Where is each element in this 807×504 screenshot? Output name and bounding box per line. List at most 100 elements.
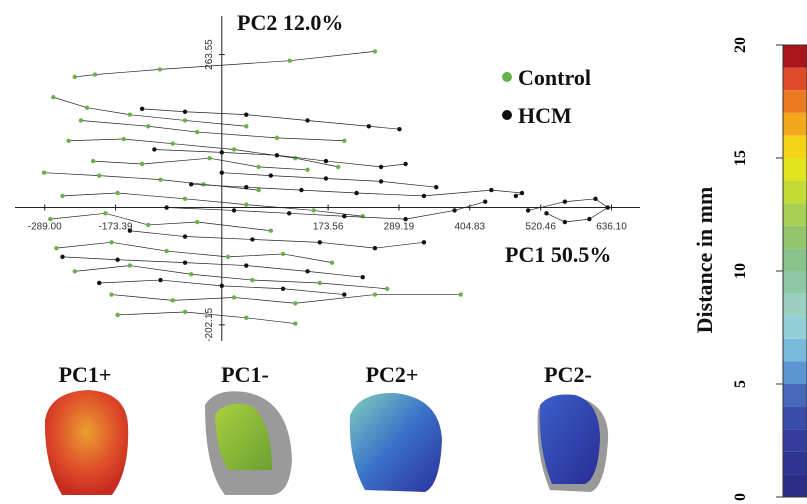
point [367,124,371,128]
colorbar-tick-label: 5 [732,380,749,388]
point [305,168,309,172]
point [183,197,187,201]
point [195,130,199,134]
trajectory [63,193,363,216]
y-axis-title: PC2 12.0% [237,10,343,35]
point [434,185,438,189]
colorbar-label: Distance in mm [692,187,717,334]
colorbar-band [783,248,807,271]
x-tick-label: 404.83 [455,222,486,233]
point [299,188,303,192]
trajectory [56,242,332,262]
point [563,220,567,224]
point [354,191,358,195]
colorbar-band [783,203,807,226]
point [226,255,230,259]
point [109,292,113,296]
colorbar-band [783,135,807,158]
point [244,202,248,206]
trajectory [222,173,436,188]
point [109,240,113,244]
point [158,177,162,181]
colorbar-band [783,384,807,407]
point [288,58,292,62]
point [115,313,119,317]
colorbar-band [783,271,807,294]
point [324,159,328,163]
point [373,49,377,53]
point [171,141,175,145]
point [152,147,156,151]
trajectory [142,109,399,129]
colorbar-band [783,226,807,249]
point [311,208,315,212]
point [250,278,254,282]
point [128,229,132,233]
colorbar-band [783,181,807,204]
point [128,263,132,267]
point [293,321,297,325]
point [281,287,285,291]
colorbar-band [783,316,807,339]
point [42,170,46,174]
point [73,75,77,79]
point [103,211,107,215]
point [115,258,119,262]
shape-label: PC1+ [59,362,112,387]
colorbar-band [783,158,807,181]
point [385,287,389,291]
colorbar-tick-label: 0 [732,493,749,501]
point [244,124,248,128]
point [220,170,224,174]
point [244,263,248,267]
point [54,246,58,250]
point [379,179,383,183]
colorbar-band [783,361,807,384]
point [330,260,334,264]
point [232,147,236,151]
point [158,67,162,71]
point [342,139,346,143]
x-tick-label: 289.19 [384,222,415,233]
point [220,150,224,154]
point [158,278,162,282]
shape-pc2-minus [540,394,600,484]
point [342,292,346,296]
trajectory [75,51,375,77]
x-tick-label: 173.56 [313,222,344,233]
point [244,185,248,189]
trajectory [75,266,387,289]
y-tick-label: -202.15 [204,307,215,341]
point [250,237,254,241]
point [459,292,463,296]
point [281,252,285,256]
point [336,165,340,169]
shape-label: PC2+ [366,362,419,387]
point [514,194,518,198]
legend-marker [502,72,512,82]
shape-label: PC2- [544,362,592,387]
point [452,208,456,212]
trajectory [93,158,307,170]
trajectory [44,173,258,190]
point [373,292,377,296]
colorbar-tick-label: 10 [732,263,749,279]
point [140,107,144,111]
trajectory [130,231,424,248]
point [183,234,187,238]
point [269,173,273,177]
point [60,194,64,198]
colorbar-band [783,339,807,362]
point [48,217,52,221]
shape-label: PC1- [221,362,269,387]
point [318,240,322,244]
point [122,137,126,141]
x-tick-label: -289.00 [28,222,62,233]
point [232,295,236,299]
trajectory [81,120,344,140]
legend-marker [502,110,512,120]
point [287,211,291,215]
point [520,191,524,195]
point [189,182,193,186]
point [189,272,193,276]
